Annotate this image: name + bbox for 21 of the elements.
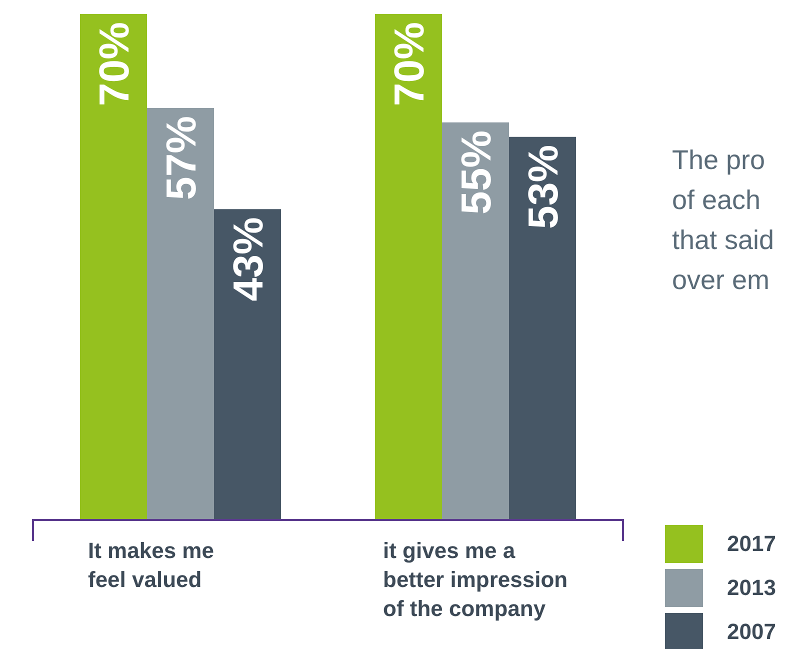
data-label: 55% [452,130,500,214]
bar [509,136,576,520]
text: that said [672,224,774,257]
data-label: 70% [386,22,432,106]
text: The pro [672,144,766,177]
data-label: 57% [158,116,204,200]
data-label: 43% [224,217,272,302]
text: of each [672,184,762,217]
bar [442,122,509,520]
bar [147,108,214,520]
text: over em [672,264,771,297]
x-tick-label: it gives me a better impression of the company [383,538,568,621]
bar [80,14,147,520]
x-tick-label: It makes me feel valued [88,538,214,592]
legend-label: 2017 [727,531,776,557]
bar [214,209,281,520]
legend-label: 2013 [727,575,776,601]
legend-label: 2007 [727,619,776,645]
data-label: 53% [520,144,566,229]
bar [375,14,442,520]
data-label: 70% [90,22,138,106]
